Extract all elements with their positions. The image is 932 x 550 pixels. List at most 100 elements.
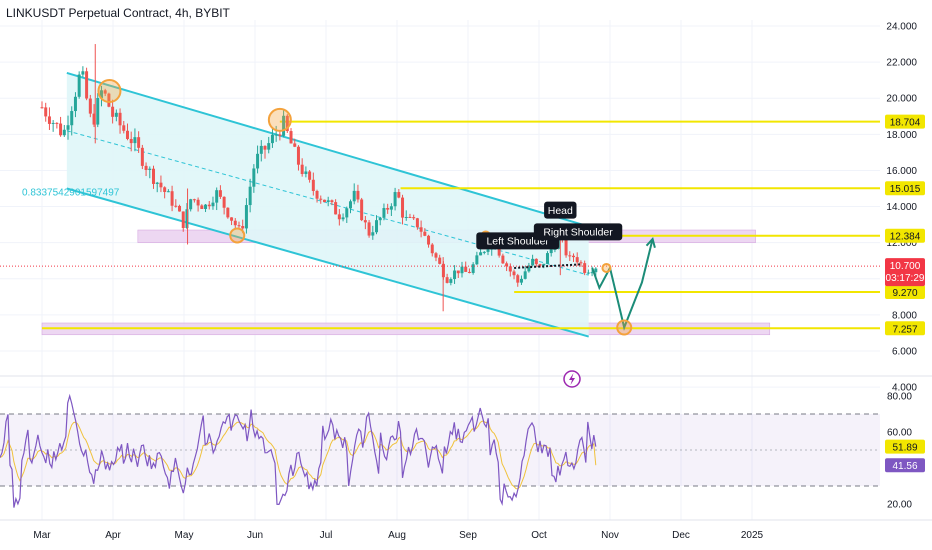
candle-down (230, 217, 234, 221)
level-price-tag[interactable]: 7.257 (885, 321, 925, 336)
candle-up (549, 249, 553, 254)
candle-down (356, 190, 360, 200)
pattern-label[interactable]: Right Shoulder (533, 223, 623, 241)
level-price-tag[interactable]: 9.270 (885, 284, 925, 299)
candle-up (345, 208, 349, 218)
level-price-tag[interactable]: 12.384 (885, 228, 925, 243)
candle-up (404, 216, 408, 218)
candle-down (241, 226, 245, 229)
candle-up (73, 96, 77, 112)
lightning-icon[interactable] (563, 370, 581, 388)
candle-up (252, 168, 256, 187)
level-price-tag[interactable]: 18.704 (885, 114, 925, 129)
candle-down (427, 235, 431, 245)
candle-down (293, 143, 297, 147)
candle-down (538, 264, 542, 266)
candle-down (129, 138, 133, 144)
candle-up (204, 204, 208, 209)
candle-down (263, 145, 267, 150)
candle-up (62, 129, 66, 136)
candle-up (267, 143, 271, 150)
candle-up (270, 134, 274, 144)
support-levels (42, 120, 880, 330)
candle-down (367, 222, 371, 236)
rsi-line[interactable] (0, 393, 597, 508)
pivot-marker[interactable] (616, 319, 633, 336)
pivot-marker[interactable] (267, 107, 292, 132)
candle-up (460, 266, 464, 274)
candle-down (571, 255, 575, 258)
time-axis-tick: Aug (388, 530, 406, 541)
candle-down (125, 130, 129, 139)
price-axis-tick: 12.000 (886, 238, 917, 249)
channel-lower-line[interactable] (66, 187, 589, 338)
candle-up (594, 268, 598, 273)
candle-up (166, 191, 170, 193)
candle-down (386, 208, 390, 210)
candle-up (244, 205, 248, 229)
price-axis-tick: 6.000 (892, 347, 917, 358)
level-price-tag[interactable]: 15.015 (885, 181, 925, 196)
candle-down (140, 147, 144, 166)
candle-down (118, 112, 122, 126)
candle-up (211, 202, 215, 207)
candle-down (464, 266, 468, 272)
candle-up (70, 111, 74, 126)
candle-up (375, 220, 379, 233)
candle-down (47, 116, 51, 124)
neckline[interactable] (514, 263, 582, 269)
channel-mid-line (66, 130, 589, 276)
candle-down (40, 107, 44, 109)
candle-down (467, 271, 471, 273)
price-axis-tick: 16.000 (886, 166, 917, 177)
pattern-label-text: Head (548, 205, 573, 217)
time-axis-tick: Apr (105, 530, 121, 541)
candle-up (471, 264, 475, 273)
price-axis-tick: 14.000 (886, 202, 917, 213)
candle-down (207, 204, 211, 207)
candle-down (497, 248, 501, 256)
pivot-marker[interactable] (97, 79, 122, 103)
candle-up (453, 270, 457, 280)
pivot-marker[interactable] (229, 227, 246, 244)
time-axis-tick: Jun (247, 530, 263, 541)
candle-up (482, 251, 486, 253)
pivot-marker[interactable] (601, 262, 612, 273)
chart-title: LINKUSDT Perpetual Contract, 4h, BYBIT (6, 6, 231, 20)
price-axis-tick: 4.000 (892, 383, 917, 394)
rsi-axis-tick: 60.00 (887, 428, 912, 439)
candle-down (564, 236, 568, 256)
candle-down (44, 107, 48, 117)
rsi-ma-tag[interactable]: 41.56 (885, 458, 925, 473)
candle-up (371, 232, 375, 236)
overlays: Left Shoulder Head Right Shoulder (0, 79, 880, 388)
candle-down (337, 214, 341, 220)
channel-upper-line[interactable] (66, 71, 589, 228)
candle-down (55, 122, 59, 124)
candle-down (285, 115, 289, 132)
projection-path[interactable] (591, 238, 654, 331)
candle-down (144, 165, 148, 170)
candle-up (304, 171, 308, 175)
level-price-tag-bg (885, 321, 925, 336)
candle-up (96, 97, 100, 125)
candle-down (456, 270, 460, 274)
pattern-label[interactable]: Head (544, 201, 577, 219)
candle-down (501, 255, 505, 264)
level-price-tag-text: 18.704 (890, 118, 921, 129)
candle-down (289, 131, 293, 144)
candle-down (152, 168, 156, 184)
rsi-value-tag[interactable]: 51.89 (885, 439, 925, 454)
candle-down (237, 225, 241, 227)
candle-down (438, 257, 442, 264)
current-price-tag-text: 03:17:29 (886, 273, 925, 284)
candle-up (479, 252, 483, 256)
candle-up (523, 271, 527, 279)
axes: 24.000 22.000 20.000 18.000 16.000 14.000 12.0… (33, 22, 925, 541)
channel-fib-label: 0.8337542901597497 (22, 188, 120, 199)
current-price-tag-text: 10.700 (890, 261, 921, 272)
candle-down (88, 98, 92, 114)
price-axis-tick: 20.000 (886, 94, 917, 105)
